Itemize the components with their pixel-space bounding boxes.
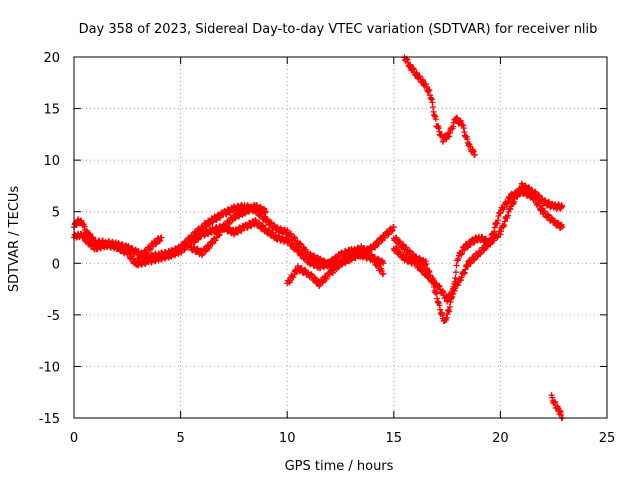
x-tick-label: 25 [599,431,616,446]
y-tick-label: 10 [43,154,60,169]
data-point [380,270,387,277]
data-point [452,275,459,282]
series-pass-9 [548,392,566,422]
y-tick-label: -10 [39,360,60,375]
series-pass-4 [188,202,269,259]
data-point [432,116,439,123]
x-tick-label: 0 [70,431,78,446]
data-point [158,234,165,241]
grid-lines [74,57,607,418]
x-tick-label: 15 [386,431,403,446]
data-point [559,224,566,231]
data-point [552,399,559,406]
x-tick-label: 10 [279,431,296,446]
series-pass-5 [284,243,387,290]
data-point [426,86,433,93]
data-point [452,269,459,276]
y-tick-label: 0 [52,257,60,272]
y-tick-label: 20 [43,51,60,66]
data-point [453,262,460,269]
y-tick-label: -5 [47,309,60,324]
series-pass-2 [71,230,165,268]
data-marks [71,54,566,422]
y-tick-label: -15 [39,412,60,427]
data-point [390,224,397,231]
chart-title: Day 358 of 2023, Sidereal Day-to-day VTE… [79,22,598,37]
data-point [262,208,269,215]
y-tick-label: 5 [52,206,60,221]
y-axis-label: SDTVAR / TECUs [7,186,22,293]
data-point [446,303,453,310]
data-point [559,203,566,210]
plot-frame [73,56,608,419]
x-tick-label: 5 [176,431,184,446]
y-tick-label: 15 [43,103,60,118]
data-point [471,151,478,158]
series-pass-7 [390,180,566,305]
x-tick-label: 20 [492,431,509,446]
x-axis-label: GPS time / hours [285,459,394,474]
series-pass-8 [401,54,478,158]
axis-ticks: 0 5 10 15 20 25 20 15 10 5 0 -5 -10 -15 [39,51,616,446]
data-point [380,260,387,267]
